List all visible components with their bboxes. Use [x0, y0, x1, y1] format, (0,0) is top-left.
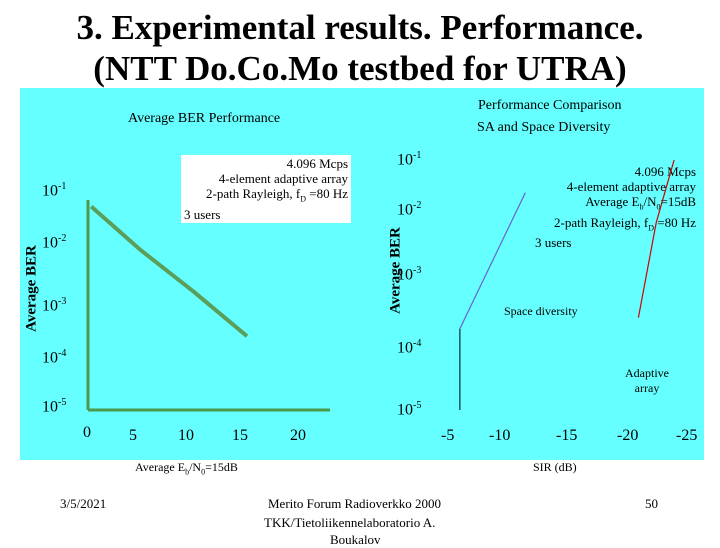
right-y-tick-2: 10-2 [397, 200, 422, 219]
right-y-tick-1: 10-1 [397, 150, 422, 169]
left-x-axis-label: Average Eb/N0=15dB [135, 460, 238, 477]
left-y-tick-5: 10-5 [42, 397, 67, 416]
left-ber-curve [89, 205, 249, 338]
right-x-tick-neg5: -5 [441, 427, 455, 444]
left-x-tick-5: 5 [129, 427, 137, 444]
right-x-tick-neg15: -15 [556, 427, 578, 444]
slide-title-line1: 3. Experimental results. Performance. [76, 8, 644, 47]
footer-center-line3: Boukalov [330, 532, 381, 547]
space-diversity-label: Space diversity [504, 304, 578, 318]
right-y-tick-3: 10-3 [397, 265, 422, 284]
adaptive-array-curve [637, 159, 675, 318]
footer-center-line2: TKK/Tietoliikennelaboratorio A. [264, 515, 436, 530]
right-chart-panel [372, 88, 704, 460]
left-y-tick-4: 10-4 [42, 348, 67, 367]
page-number: 50 [645, 496, 658, 511]
right-legend-box: 4.096 Mcps 4-element adaptive array Aver… [532, 163, 699, 252]
left-chart-panel [20, 88, 380, 460]
right-x-tick-neg10: -10 [489, 427, 511, 444]
adaptive-array-label: Adaptive array [625, 366, 669, 395]
left-x-tick-20: 20 [290, 427, 306, 444]
left-legend-box: 4.096 Mcps 4-element adaptive array 2-pa… [181, 155, 351, 223]
left-x-tick-10: 10 [178, 427, 194, 444]
footer-center-line1: Merito Forum Radioverkko 2000 [268, 496, 441, 511]
left-x-tick-15: 15 [232, 427, 248, 444]
right-chart-title-line1: Performance Comparison [478, 98, 622, 113]
left-y-tick-1: 10-1 [42, 181, 67, 200]
left-y-tick-3: 10-3 [42, 296, 67, 315]
right-x-axis-label: SIR (dB) [533, 460, 577, 474]
right-chart-title-line2: SA and Space Diversity [477, 120, 611, 135]
left-y-tick-2: 10-2 [42, 233, 67, 252]
right-y-tick-5: 10-5 [397, 400, 422, 419]
right-y-tick-4: 10-4 [397, 338, 422, 357]
space-diversity-curve [459, 192, 526, 329]
left-chart-title: Average BER Performance [128, 111, 281, 126]
slide-title-line2: (NTT Do.Co.Mo testbed for UTRA) [93, 49, 627, 88]
right-x-tick-neg25: -25 [676, 427, 698, 444]
left-x-tick-0: 0 [83, 424, 91, 441]
footer-date: 3/5/2021 [60, 496, 107, 511]
right-x-tick-neg20: -20 [617, 427, 639, 444]
